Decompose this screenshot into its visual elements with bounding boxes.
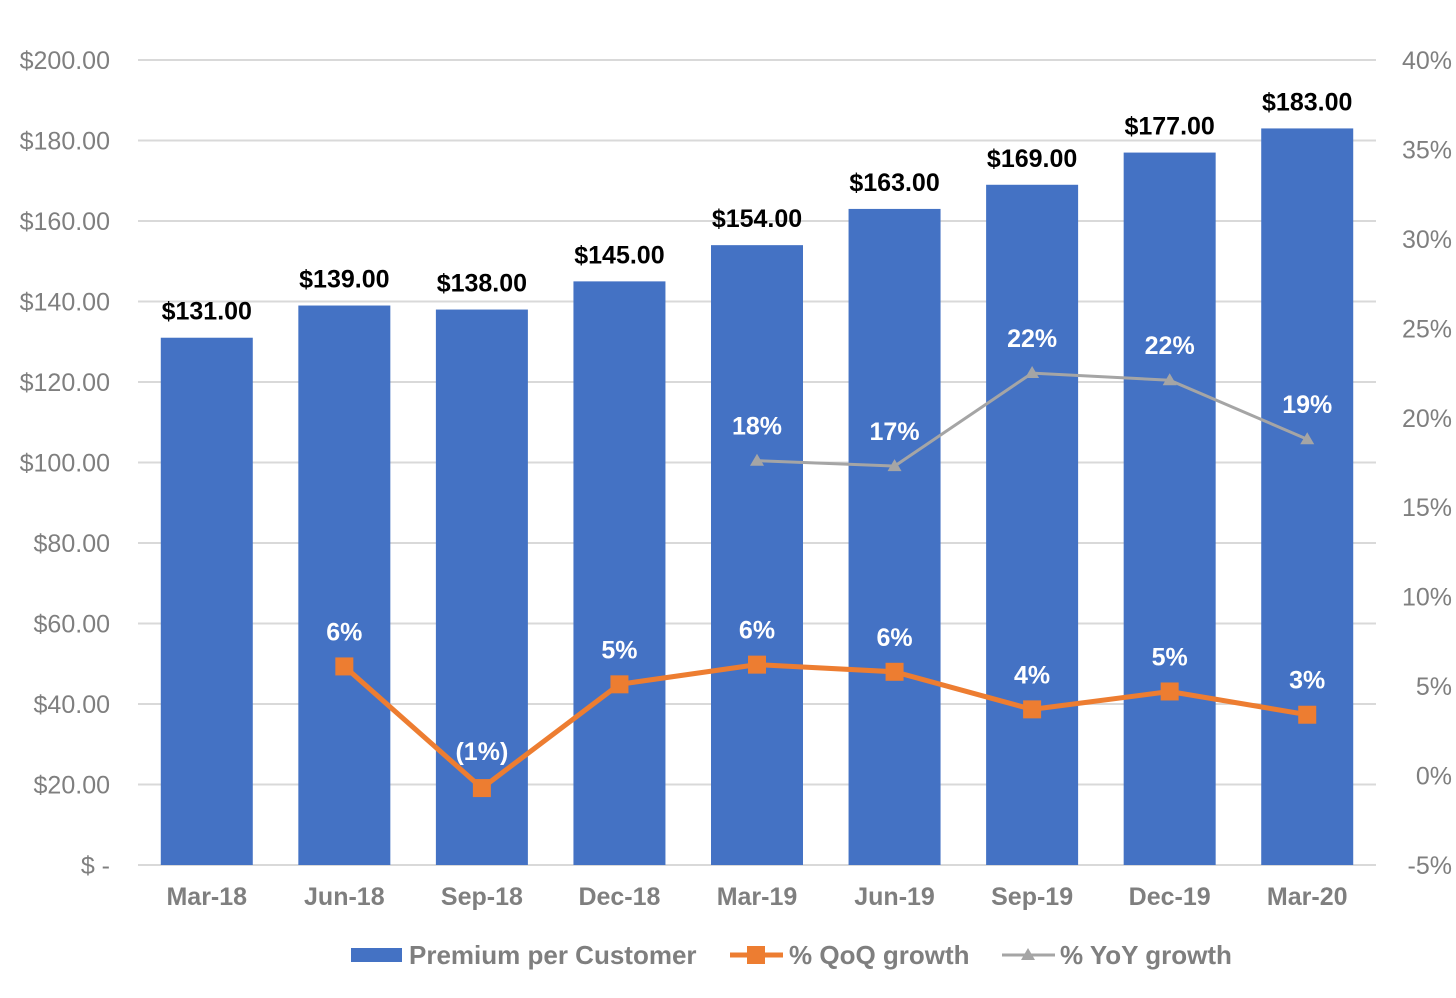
y-right-tick-label: 30% <box>1402 226 1452 254</box>
y-left-tick-label: $180.00 <box>20 128 110 156</box>
y-right-tick-label: 15% <box>1402 494 1452 522</box>
y-right-tick-label: 20% <box>1402 405 1452 433</box>
y-right-tick-label: 25% <box>1402 315 1452 343</box>
qoq-marker <box>1160 682 1179 701</box>
qoq-growth-line <box>342 662 1308 791</box>
qoq-value-label: 3% <box>1289 667 1325 695</box>
qoq-value-label: 5% <box>1152 643 1188 671</box>
legend: Premium per Customer % QoQ growth % YoY gr… <box>351 940 1232 970</box>
yoy-value-label: 22% <box>1007 325 1057 353</box>
x-tick-label: Mar-18 <box>166 883 247 911</box>
y-left-tick-label: $60.00 <box>34 611 110 639</box>
axes: $ - $20.00 $40.00 $60.00 $80.00 $100.00 $120.0… <box>20 47 1452 911</box>
yoy-value-label: 19% <box>1282 391 1332 419</box>
x-tick-label: Dec-19 <box>1129 883 1211 911</box>
qoq-marker <box>748 655 766 674</box>
legend-label-premium: Premium per Customer <box>409 940 697 970</box>
yoy-marker <box>887 459 902 472</box>
bar-value-label: $145.00 <box>574 241 664 269</box>
qoq-marker <box>1298 705 1317 724</box>
x-tick-label: Jun-18 <box>304 883 385 911</box>
qoq-value-label: 5% <box>601 636 637 664</box>
x-tick-label: Sep-19 <box>991 883 1073 911</box>
legend-marker-qoq <box>747 946 765 964</box>
qoq-marker <box>335 657 354 676</box>
yoy-marker <box>750 453 764 466</box>
x-tick-label: Mar-19 <box>717 883 798 911</box>
bar <box>848 208 941 866</box>
bar-value-label: $154.00 <box>712 205 802 233</box>
legend-label-yoy: % YoY growth <box>1060 940 1232 970</box>
y-right-tick-label: -5% <box>1408 852 1452 880</box>
y-left-tick-label: $80.00 <box>34 530 110 558</box>
y-left-tick-label: $120.00 <box>20 369 110 397</box>
yoy-value-label: 17% <box>870 418 920 446</box>
bar-value-label: $177.00 <box>1124 113 1214 141</box>
y-left-tick-label: $ - <box>81 852 110 880</box>
y-right-tick-label: 35% <box>1402 136 1452 164</box>
x-tick-label: Dec-18 <box>578 883 660 911</box>
bar <box>711 245 803 865</box>
x-tick-label: Jun-19 <box>854 883 935 911</box>
bar <box>986 184 1079 865</box>
qoq-value-label: 6% <box>326 618 362 646</box>
data-labels: $131.00 $139.00 $138.00 $145.00 $154.00 $163.… <box>162 88 1353 766</box>
qoq-marker <box>1023 700 1042 719</box>
bar <box>1123 152 1216 865</box>
y-left-tick-label: $100.00 <box>20 450 110 478</box>
yoy-marker <box>1300 432 1315 445</box>
legend-marker-yoy <box>1021 948 1035 960</box>
yoy-value-label: 22% <box>1145 332 1195 360</box>
bar-value-label: $169.00 <box>987 145 1077 173</box>
yoy-marker <box>1162 373 1177 386</box>
y-right-tick-label: 40% <box>1402 47 1452 75</box>
qoq-value-label: (1%) <box>455 738 508 766</box>
qoq-marker <box>472 779 491 798</box>
bar-value-label: $163.00 <box>849 169 939 197</box>
qoq-marker <box>885 662 904 681</box>
y-right-tick-label: 10% <box>1402 584 1452 612</box>
y-left-tick-label: $20.00 <box>34 772 110 800</box>
bar-value-label: $183.00 <box>1262 88 1352 116</box>
qoq-value-label: 6% <box>876 624 912 652</box>
x-tick-label: Mar-20 <box>1267 883 1348 911</box>
legend-swatch-premium <box>351 948 402 962</box>
bar <box>298 305 391 865</box>
bar <box>160 337 253 866</box>
bar <box>1261 128 1354 866</box>
qoq-value-label: 6% <box>739 617 775 645</box>
y-left-tick-label: $40.00 <box>34 691 110 719</box>
x-tick-label: Sep-18 <box>441 883 523 911</box>
bar-value-label: $139.00 <box>299 266 389 294</box>
y-left-tick-label: $160.00 <box>20 208 110 236</box>
qoq-value-label: 4% <box>1014 661 1050 689</box>
line-series <box>335 366 1317 798</box>
yoy-value-label: 18% <box>732 413 782 441</box>
y-right-tick-label: 0% <box>1416 763 1452 791</box>
bar-value-label: $131.00 <box>162 298 252 326</box>
y-left-tick-label: $200.00 <box>20 47 110 75</box>
bar <box>435 309 528 865</box>
qoq-marker <box>610 675 629 694</box>
legend-label-qoq: % QoQ growth <box>789 940 970 970</box>
bar <box>573 281 666 865</box>
y-left-tick-label: $140.00 <box>20 289 110 317</box>
bar-value-label: $138.00 <box>437 270 527 298</box>
y-right-tick-label: 5% <box>1416 673 1452 701</box>
bar-series <box>160 128 1354 866</box>
yoy-marker <box>1025 366 1040 379</box>
